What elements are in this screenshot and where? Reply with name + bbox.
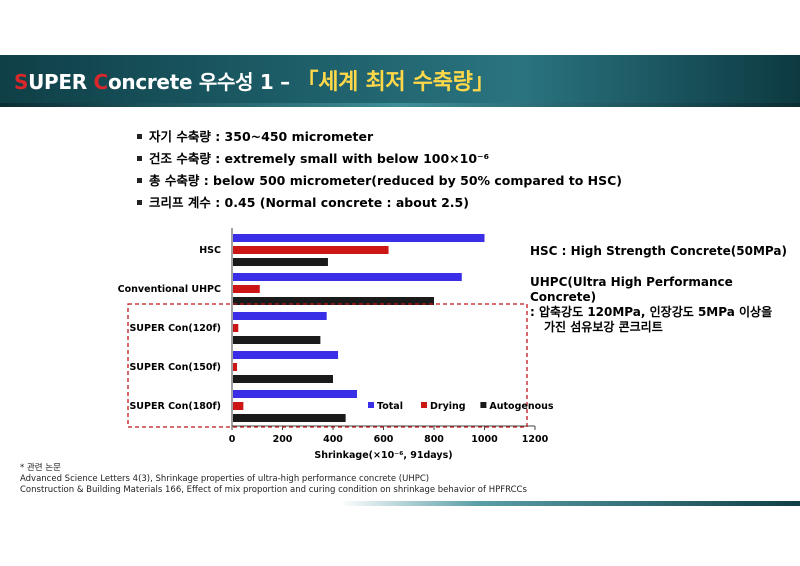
note-uhpc-desc-2: 가진 섬유보강 콘크리트 — [544, 320, 663, 334]
bullet-square-icon — [137, 178, 142, 183]
reference-item: Construction & Building Materials 166, E… — [20, 485, 527, 495]
bar-drying — [233, 324, 239, 332]
legend-swatch-total — [368, 402, 374, 408]
bar-drying — [233, 363, 238, 371]
title-bar — [0, 55, 800, 107]
bullet-item: 크리프 계수 : 0.45 (Normal concrete : about 2… — [137, 192, 622, 214]
highlight-box — [127, 303, 528, 428]
shrinkage-bar-chart: 0 200 400 600 800 1000 1200 Shrinkage(×10⁻⁶, 91… — [118, 228, 554, 461]
title-highlight: 「세계 최저 수축량」 — [296, 70, 495, 95]
bar-total — [233, 390, 357, 398]
x-tick-label: 600 — [374, 434, 394, 445]
note-uhpc-desc: : 압축강도 120MPa, 인장강도 5MPa 이상을 — [530, 305, 773, 319]
bullet-square-icon — [137, 156, 142, 161]
bullet-list: 자기 수축량 : 350~450 micrometer 건조 수축량 : ext… — [137, 126, 622, 214]
bullet-text: 총 수축량 : below 500 micrometer(reduced by … — [149, 173, 623, 188]
title-underline — [0, 103, 800, 107]
bar-total — [233, 312, 327, 320]
bar-drying — [233, 246, 389, 254]
legend-label: Total — [377, 401, 403, 412]
bullet-item: 총 수축량 : below 500 micrometer(reduced by … — [137, 170, 622, 192]
x-axis-label: Shrinkage(×10⁻⁶, 91days) — [314, 450, 452, 461]
x-tick-label: 1000 — [471, 434, 498, 445]
note-hsc: HSC : High Strength Concrete(50MPa) — [530, 244, 787, 258]
references-heading: * 관련 논문 — [20, 463, 61, 473]
bar-autogenous — [233, 414, 346, 422]
bullet-text: 크리프 계수 : 0.45 (Normal concrete : about 2… — [149, 195, 469, 210]
bar-autogenous — [233, 336, 321, 344]
category-label: Conventional UHPC — [118, 284, 221, 295]
references: * 관련 논문 Advanced Science Letters 4(3), S… — [20, 463, 527, 496]
legend-swatch-drying — [421, 402, 427, 408]
x-tick-label: 0 — [229, 434, 236, 445]
bullet-square-icon — [137, 200, 142, 205]
bar-drying — [233, 285, 260, 293]
title-uper: UPER — [28, 70, 94, 94]
bullet-item: 자기 수축량 : 350~450 micrometer — [137, 126, 622, 148]
title-suffix: 우수성 1 – — [192, 70, 297, 94]
category-label: SUPER Con(120f) — [129, 323, 221, 334]
legend-label: Drying — [430, 401, 466, 412]
title-letter-c: C — [93, 70, 109, 94]
side-notes: HSC : High Strength Concrete(50MPa) UHPC… — [530, 244, 800, 335]
bullet-text: 자기 수축량 : 350~450 micrometer — [149, 129, 374, 144]
title-oncrete: oncrete — [107, 70, 193, 94]
x-tick-label: 1200 — [522, 434, 549, 445]
note-uhpc-title: UHPC(Ultra High Performance Concrete) — [530, 275, 733, 304]
x-tick-label: 800 — [424, 434, 444, 445]
x-tick-label: 200 — [273, 434, 293, 445]
bottom-accent-bar — [340, 501, 800, 506]
title-letter-s: S — [14, 70, 29, 94]
bar-total — [233, 234, 485, 242]
bar-autogenous — [233, 297, 434, 305]
x-tick-label: 400 — [323, 434, 343, 445]
bar-total — [233, 351, 339, 359]
slide-title: SUPER Concrete 우수성 1 – 「세계 최저 수축량」 — [14, 60, 495, 104]
bar-autogenous — [233, 375, 333, 383]
reference-item: Advanced Science Letters 4(3), Shrinkage… — [20, 474, 430, 484]
bar-autogenous — [233, 258, 328, 266]
category-label: SUPER Con(150f) — [129, 362, 221, 373]
category-label: SUPER Con(180f) — [129, 401, 221, 412]
bar-total — [233, 273, 462, 281]
category-label: HSC — [199, 245, 221, 256]
legend-swatch-autogenous — [480, 402, 487, 408]
bullet-item: 건조 수축량 : extremely small with below 100×… — [137, 148, 622, 170]
bar-drying — [233, 402, 244, 410]
bullet-text: 건조 수축량 : extremely small with below 100×… — [149, 151, 490, 166]
legend-label: Autogenous — [489, 401, 553, 412]
bullet-square-icon — [137, 134, 142, 139]
